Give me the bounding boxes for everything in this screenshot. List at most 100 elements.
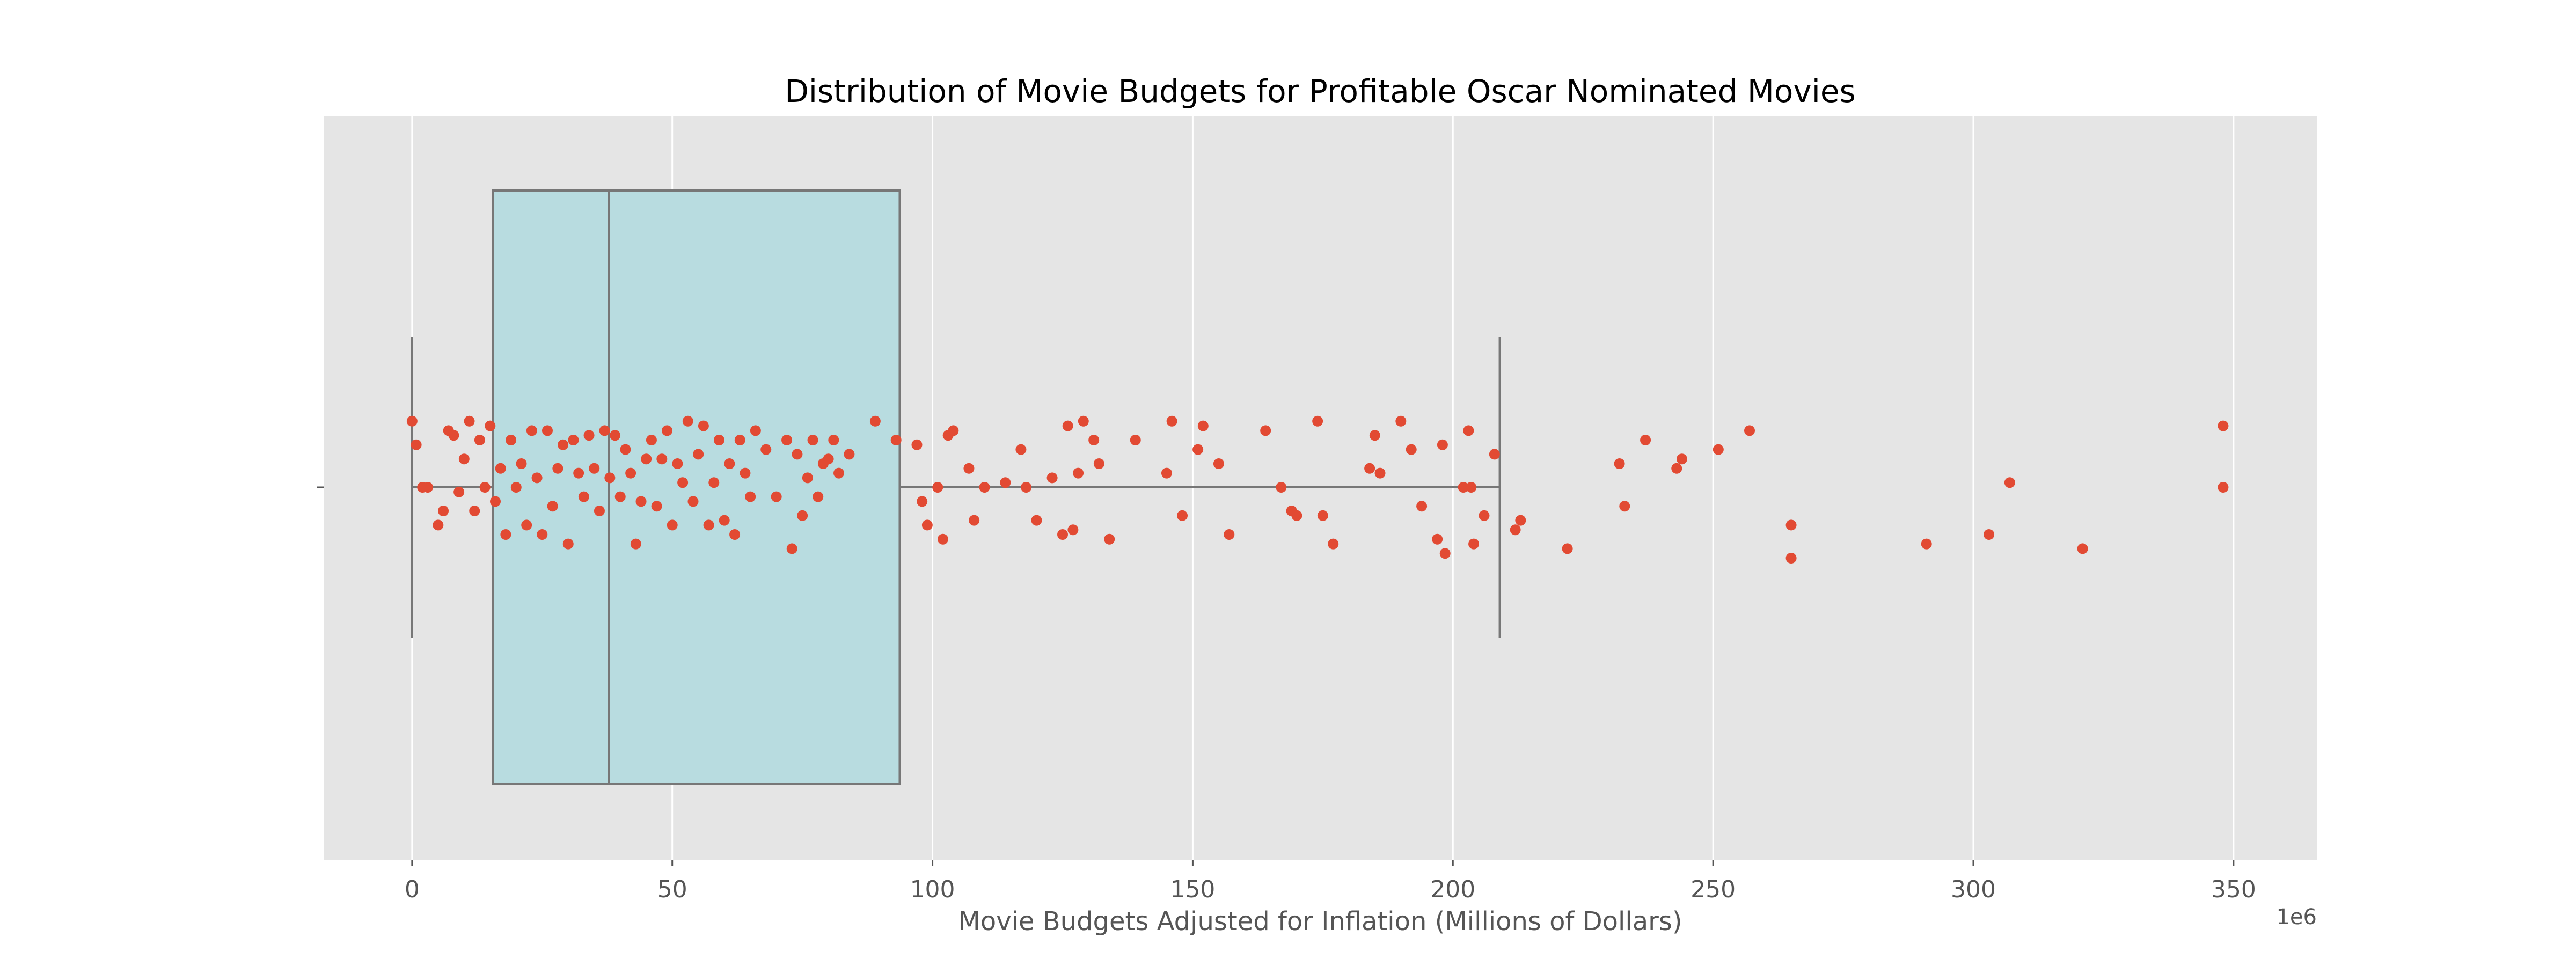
- data-point-134: [1489, 449, 1500, 460]
- data-point-130: [1463, 425, 1474, 436]
- data-point-0: [406, 415, 418, 427]
- data-point-41: [625, 467, 636, 479]
- iqr-box: [492, 189, 901, 785]
- data-point-14: [485, 420, 496, 431]
- data-point-52: [682, 415, 693, 427]
- data-point-76: [823, 453, 834, 465]
- data-point-81: [890, 435, 902, 445]
- data-point-116: [1291, 510, 1302, 521]
- data-point-60: [724, 458, 735, 469]
- data-point-99: [1067, 524, 1079, 536]
- data-point-40: [620, 444, 631, 455]
- data-point-56: [703, 519, 714, 531]
- data-point-120: [1364, 463, 1375, 474]
- data-point-67: [771, 491, 782, 502]
- data-point-28: [558, 439, 569, 450]
- data-point-44: [641, 453, 652, 465]
- data-point-132: [1468, 538, 1480, 550]
- data-point-3: [422, 482, 433, 493]
- data-point-72: [802, 472, 813, 484]
- x-axis: 0 50 100 150 200 250 300 350: [317, 486, 2256, 903]
- data-point-85: [932, 482, 943, 493]
- data-point-107: [1166, 415, 1177, 427]
- data-point-125: [1416, 501, 1428, 512]
- data-point-122: [1374, 467, 1386, 479]
- data-point-78: [833, 467, 845, 479]
- data-point-37: [604, 472, 616, 484]
- data-point-62: [734, 435, 745, 445]
- data-point-77: [828, 435, 839, 445]
- x-tick-label-1: 50: [657, 876, 687, 903]
- data-point-103: [1093, 458, 1104, 469]
- data-point-104: [1104, 533, 1115, 545]
- data-point-124: [1406, 444, 1417, 455]
- data-point-46: [651, 501, 662, 512]
- data-point-146: [1785, 553, 1797, 564]
- data-point-48: [662, 425, 673, 436]
- data-point-71: [797, 510, 808, 521]
- data-point-18: [506, 435, 517, 445]
- x-axis-label: Movie Budgets Adjusted for Inflation (Mi…: [958, 906, 1682, 936]
- data-point-19: [510, 482, 522, 493]
- data-point-149: [2004, 477, 2015, 488]
- data-point-63: [740, 467, 751, 479]
- data-point-131: [1466, 482, 1477, 493]
- x-tick-label-0: 0: [405, 876, 420, 903]
- x-tick-label-2: 100: [910, 876, 955, 903]
- data-point-139: [1619, 501, 1630, 512]
- data-point-73: [807, 435, 818, 445]
- data-point-100: [1073, 467, 1084, 479]
- data-point-51: [677, 477, 689, 488]
- data-point-43: [635, 496, 647, 507]
- data-point-59: [719, 515, 730, 526]
- data-point-13: [479, 482, 491, 493]
- data-point-68: [781, 435, 793, 445]
- data-point-135: [1510, 524, 1521, 536]
- data-point-136: [1515, 515, 1526, 526]
- data-point-111: [1213, 458, 1224, 469]
- data-point-142: [1676, 453, 1687, 465]
- data-point-26: [547, 501, 558, 512]
- data-point-97: [1057, 529, 1068, 540]
- data-point-58: [713, 435, 724, 445]
- data-point-105: [1130, 435, 1141, 445]
- data-point-39: [614, 491, 626, 502]
- data-point-8: [453, 486, 465, 497]
- data-point-128: [1439, 548, 1451, 559]
- data-point-91: [979, 482, 990, 493]
- data-point-108: [1177, 510, 1188, 521]
- data-point-70: [792, 449, 803, 460]
- x-tick-label-3: 150: [1170, 876, 1215, 903]
- data-point-138: [1614, 458, 1625, 469]
- data-point-114: [1276, 482, 1287, 493]
- data-point-36: [599, 425, 610, 436]
- data-point-35: [594, 506, 605, 516]
- data-point-129: [1458, 482, 1469, 493]
- data-point-80: [869, 415, 881, 427]
- data-point-83: [917, 496, 928, 507]
- data-point-10: [464, 415, 475, 427]
- data-point-121: [1369, 430, 1380, 441]
- data-point-148: [1984, 529, 1995, 540]
- x-tick-label-7: 350: [2211, 876, 2256, 903]
- data-point-12: [474, 435, 485, 445]
- data-point-38: [610, 430, 621, 441]
- data-point-151: [2218, 420, 2229, 431]
- x-tick-label-4: 200: [1430, 876, 1475, 903]
- data-point-89: [963, 463, 975, 474]
- data-point-150: [2077, 543, 2088, 554]
- data-point-79: [844, 449, 855, 460]
- data-point-61: [729, 529, 741, 540]
- data-point-21: [521, 519, 532, 531]
- data-point-133: [1479, 510, 1490, 521]
- data-point-101: [1078, 415, 1089, 427]
- data-point-84: [921, 519, 933, 531]
- data-point-109: [1192, 444, 1204, 455]
- x-axis-offset-label: 1e6: [2276, 905, 2317, 930]
- data-point-82: [911, 439, 923, 450]
- data-point-69: [786, 543, 797, 554]
- data-point-140: [1640, 435, 1651, 445]
- data-point-127: [1437, 439, 1448, 450]
- data-point-4: [433, 519, 444, 531]
